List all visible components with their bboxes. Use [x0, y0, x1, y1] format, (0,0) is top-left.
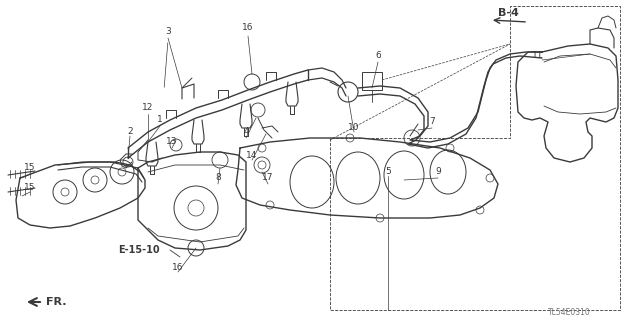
Text: 10: 10 — [348, 123, 360, 132]
Text: 6: 6 — [375, 50, 381, 60]
Text: 12: 12 — [142, 103, 154, 113]
Text: 8: 8 — [215, 174, 221, 182]
Text: 3: 3 — [165, 27, 171, 36]
Text: 16: 16 — [172, 263, 184, 272]
Text: TL54E0310: TL54E0310 — [548, 308, 591, 317]
Text: 16: 16 — [243, 24, 253, 33]
Text: 2: 2 — [127, 128, 133, 137]
Text: 11: 11 — [532, 50, 544, 60]
Text: 15: 15 — [24, 183, 36, 192]
Text: 17: 17 — [262, 174, 274, 182]
Text: 14: 14 — [246, 151, 258, 160]
Text: 9: 9 — [435, 167, 441, 176]
Text: B-4: B-4 — [498, 8, 519, 18]
Text: 4: 4 — [243, 128, 249, 137]
Text: 13: 13 — [166, 137, 178, 146]
Text: E-15-10: E-15-10 — [118, 245, 159, 255]
Text: 1: 1 — [157, 115, 163, 124]
Text: 5: 5 — [385, 167, 391, 176]
Text: 15: 15 — [24, 164, 36, 173]
Text: FR.: FR. — [29, 297, 67, 307]
Text: 7: 7 — [429, 117, 435, 127]
Bar — [362, 72, 382, 90]
